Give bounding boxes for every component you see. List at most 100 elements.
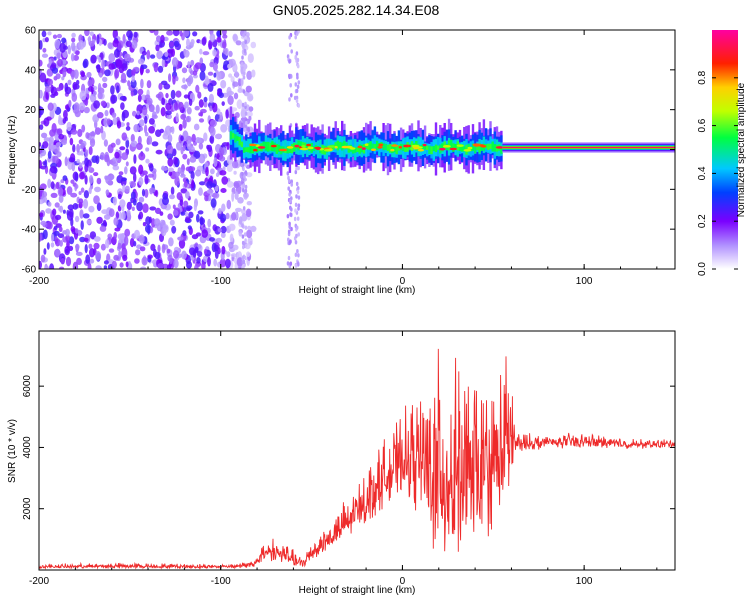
spectrogram-cell bbox=[49, 166, 57, 174]
spectrogram-cell bbox=[182, 153, 188, 160]
spectrogram-cell bbox=[39, 40, 43, 50]
spectrogram-cell bbox=[222, 47, 228, 55]
spectrogram-ytick-label: 40 bbox=[25, 65, 37, 76]
spectrogram-cell bbox=[50, 233, 55, 242]
spectrogram-cell bbox=[182, 230, 187, 237]
spectrogram-cell bbox=[124, 235, 129, 246]
spectrogram-cell bbox=[439, 147, 446, 151]
spectrogram-cell bbox=[39, 212, 44, 218]
spectrogram-cell bbox=[249, 143, 252, 154]
spectrogram-cell bbox=[437, 145, 440, 150]
spectrogram-cell bbox=[105, 175, 112, 185]
spectrogram-cell bbox=[59, 42, 66, 53]
spectrogram-cell bbox=[173, 40, 180, 48]
spectrogram-cell bbox=[391, 144, 398, 147]
spectrogram-cell bbox=[58, 114, 62, 122]
spectrogram-cell bbox=[39, 59, 43, 67]
spectrogram-cell bbox=[295, 88, 299, 94]
spectrogram-cell bbox=[290, 182, 294, 187]
spectrogram-cell bbox=[171, 126, 175, 135]
spectrogram-cell bbox=[210, 168, 215, 175]
spectrogram-cell bbox=[82, 198, 89, 209]
spectrogram-cell bbox=[118, 250, 122, 260]
spectrogram-cell bbox=[104, 69, 111, 77]
spectrogram-cell bbox=[382, 143, 385, 151]
spectrogram-cell bbox=[269, 142, 272, 151]
spectrogram-cell bbox=[243, 67, 246, 73]
spectrogram-cell bbox=[172, 204, 176, 210]
spectrogram-cell bbox=[107, 233, 113, 239]
spectrogram-cell bbox=[44, 85, 52, 93]
spectrogram-cell bbox=[192, 249, 197, 258]
spectrogram-cell bbox=[441, 143, 444, 152]
spectrogram-cell bbox=[59, 266, 65, 269]
spectrogram-cell bbox=[299, 141, 302, 150]
spectrogram-cell bbox=[126, 209, 131, 218]
spectrogram-cell bbox=[56, 33, 63, 39]
spectrogram-cell bbox=[306, 144, 309, 149]
spectrogram-cell bbox=[219, 170, 227, 176]
spectrogram-cell bbox=[74, 184, 79, 189]
spectrogram-cell bbox=[144, 115, 148, 124]
spectrogram-cell bbox=[83, 190, 89, 199]
spectrogram-cell bbox=[247, 147, 250, 153]
spectrogram-cell bbox=[467, 146, 473, 150]
spectrogram-ytick-label: -20 bbox=[22, 185, 37, 196]
spectrogram-cell bbox=[198, 99, 204, 108]
spectrogram-cell bbox=[434, 144, 438, 153]
spectrogram-cell bbox=[153, 30, 159, 36]
spectrogram-cell bbox=[97, 92, 103, 100]
spectrogram-cell bbox=[491, 141, 494, 152]
spectrogram-cell bbox=[183, 30, 190, 37]
spectrogram-cell bbox=[216, 30, 222, 37]
spectrogram-cell bbox=[147, 173, 154, 178]
spectrogram-cell bbox=[61, 76, 65, 81]
spectrogram-cell bbox=[198, 181, 206, 186]
spectrogram-cell bbox=[289, 239, 292, 244]
spectrogram-cell bbox=[421, 143, 425, 150]
spectrogram-cell bbox=[183, 180, 188, 188]
spectrogram-cell bbox=[43, 248, 47, 255]
spectrogram-cell bbox=[184, 211, 189, 217]
spectrogram-cell bbox=[169, 219, 175, 226]
spectrogram-cell bbox=[228, 223, 236, 231]
spectrogram-cell bbox=[66, 186, 73, 195]
spectrogram-cell bbox=[186, 76, 192, 87]
spectrogram-cell bbox=[42, 229, 48, 240]
spectrogram-cell bbox=[87, 79, 93, 88]
spectrogram-cell bbox=[73, 54, 79, 61]
spectrogram-cell bbox=[156, 50, 163, 60]
spectrogram-cell bbox=[175, 76, 179, 82]
spectrogram-cell bbox=[191, 133, 196, 143]
spectrogram-cell bbox=[458, 143, 462, 151]
spectrogram-cell bbox=[78, 162, 83, 169]
spectrogram-cell bbox=[94, 127, 101, 135]
spectrogram-cell bbox=[112, 196, 117, 206]
spectrogram-cell bbox=[228, 58, 236, 67]
spectrogram-cell bbox=[174, 176, 180, 187]
spectrogram-cell bbox=[57, 233, 65, 239]
spectrogram-cell bbox=[110, 142, 116, 148]
spectrogram-cell bbox=[108, 248, 115, 253]
spectrogram-cell bbox=[225, 212, 230, 220]
spectrogram-cell bbox=[141, 50, 147, 56]
spectrogram-cell bbox=[214, 133, 222, 140]
spectrogram-cell bbox=[456, 144, 464, 147]
spectrogram-cell bbox=[76, 143, 80, 153]
spectrogram-cell bbox=[68, 208, 74, 218]
spectrogram-cell bbox=[196, 257, 201, 264]
spectrogram-cell bbox=[114, 151, 120, 159]
spectrogram-cell bbox=[296, 57, 300, 63]
spectrogram-cell bbox=[460, 144, 464, 152]
spectrogram-cell bbox=[113, 48, 120, 58]
spectrogram-cell bbox=[245, 147, 248, 152]
spectrogram-xlabel: Height of straight line (km) bbox=[299, 285, 416, 296]
spectrogram-cell bbox=[338, 141, 342, 149]
spectrogram-cell bbox=[293, 142, 296, 152]
spectrogram-cell bbox=[404, 144, 407, 152]
spectrogram-cell bbox=[207, 144, 213, 153]
spectrogram-cell bbox=[244, 225, 248, 230]
spectrogram-cell bbox=[244, 39, 247, 45]
spectrogram-cell bbox=[244, 111, 248, 116]
spectrogram-cell bbox=[40, 254, 46, 263]
